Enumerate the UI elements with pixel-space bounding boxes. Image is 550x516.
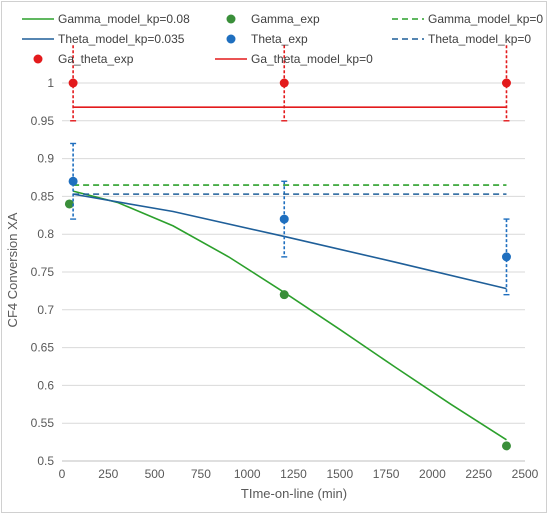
legend: Gamma_model_kp=0.08 Gamma_exp Gamma_model_… <box>22 12 543 66</box>
y-tick-label: 0.5 <box>37 454 54 468</box>
data-point-gamma-exp <box>279 290 289 300</box>
axes: 0.5 0.55 0.6 0.65 0.7 0.75 0.8 0.85 0.9 0.95 1 0 250… <box>31 76 539 481</box>
y-tick-label: 0.65 <box>31 341 55 355</box>
y-tick-label: 0.75 <box>31 265 55 279</box>
legend-swatch-ga-theta-exp <box>33 54 43 64</box>
data-point-ga-theta-exp <box>501 78 511 88</box>
legend-label-theta-model-kp-0: Theta_model_kp=0 <box>428 32 531 46</box>
y-axis-title: CF4 Conversion XA <box>5 212 20 327</box>
series-line-theta-model-kp-0-035 <box>72 193 507 290</box>
series-layer <box>64 45 511 451</box>
x-tick-label: 250 <box>98 467 118 481</box>
data-point-theta-exp <box>501 252 511 262</box>
legend-label-ga-theta-exp: Ga_theta_exp <box>58 52 134 66</box>
legend-label-gamma-model-kp-0: Gamma_model_kp=0 <box>428 12 543 26</box>
y-tick-label: 1 <box>47 76 54 90</box>
x-tick-label: 0 <box>59 467 66 481</box>
legend-label-gamma-model-kp-0-08: Gamma_model_kp=0.08 <box>58 12 190 26</box>
data-point-gamma-exp <box>501 441 511 451</box>
y-tick-label: 0.7 <box>37 303 54 317</box>
legend-swatch-gamma-exp <box>226 14 236 24</box>
data-point-theta-exp <box>279 214 289 224</box>
legend-label-ga-theta-model-kp-0: Ga_theta_model_kp=0 <box>251 52 373 66</box>
legend-label-theta-model-kp-0-035: Theta_model_kp=0.035 <box>58 32 185 46</box>
y-tick-label: 0.85 <box>31 189 55 203</box>
data-point-theta-exp <box>68 176 78 186</box>
gridlines <box>62 82 525 462</box>
y-tick-label: 0.8 <box>37 227 54 241</box>
legend-label-theta-exp: Theta_exp <box>251 32 308 46</box>
x-axis-title: TIme-on-line (min) <box>241 486 347 501</box>
x-tick-label: 2250 <box>465 467 492 481</box>
y-tick-label: 0.6 <box>37 378 54 392</box>
x-tick-label: 2000 <box>419 467 446 481</box>
data-point-ga-theta-exp <box>279 78 289 88</box>
series-line-gamma-model-kp-0-08 <box>72 190 507 441</box>
x-tick-label: 1000 <box>234 467 261 481</box>
x-tick-label: 1750 <box>373 467 400 481</box>
x-tick-label: 1500 <box>326 467 353 481</box>
y-tick-label: 0.95 <box>31 114 55 128</box>
legend-swatch-theta-exp <box>226 34 236 44</box>
legend-label-gamma-exp: Gamma_exp <box>251 12 320 26</box>
y-tick-label: 0.9 <box>37 152 54 166</box>
x-tick-label: 750 <box>191 467 211 481</box>
y-tick-label: 0.55 <box>31 416 55 430</box>
x-tick-label: 500 <box>145 467 165 481</box>
x-tick-label: 1250 <box>280 467 307 481</box>
data-point-gamma-exp <box>64 199 74 209</box>
x-tick-label: 2500 <box>512 467 539 481</box>
data-point-ga-theta-exp <box>68 78 78 88</box>
